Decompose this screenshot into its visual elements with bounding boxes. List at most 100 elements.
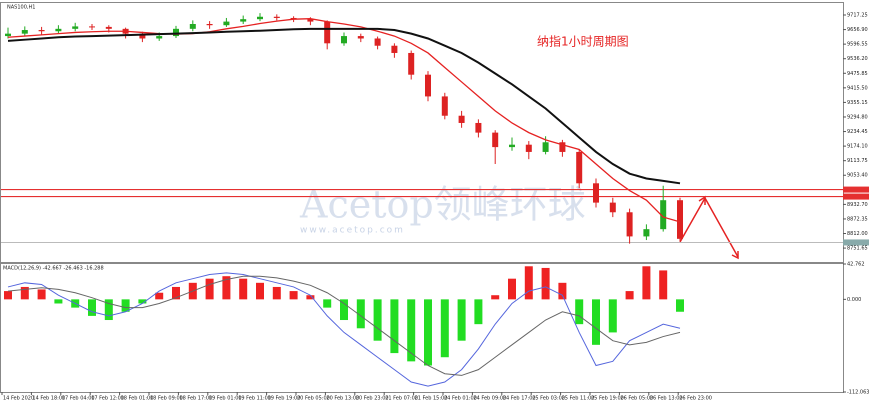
candle-body	[576, 151, 583, 184]
x-tick-label: 17 Feb 04:00	[62, 396, 95, 402]
level-marker	[843, 193, 869, 200]
macd-tick-label: -112.063	[847, 390, 869, 396]
last-price-marker	[843, 239, 869, 246]
candle-body	[189, 24, 196, 29]
x-tick-label: 21 Feb 07:00	[385, 396, 418, 402]
y-tick-label: 8932.70	[847, 202, 868, 208]
macd-bar	[37, 289, 46, 300]
candle-body	[5, 33, 11, 37]
macd-bar	[676, 299, 684, 312]
x-tick-label: 14 Feb 18:00	[32, 396, 65, 402]
macd-bar	[407, 299, 416, 362]
candle-body	[206, 24, 213, 26]
x-tick-label: 18 Feb 09:00	[150, 396, 183, 402]
candle-body	[55, 28, 62, 32]
macd-bar	[642, 266, 651, 300]
x-tick-label: 24 Feb 09:00	[473, 396, 506, 402]
macd-line	[7, 275, 681, 376]
candle-body	[609, 202, 616, 213]
candle-body	[509, 144, 515, 148]
candle-body	[223, 21, 230, 26]
candle-body	[593, 183, 599, 203]
macd-bar	[205, 278, 214, 300]
macd-bar	[390, 299, 399, 354]
y-tick-label: 9294.80	[847, 114, 868, 120]
candle-body	[441, 96, 448, 116]
macd-bar	[541, 267, 550, 300]
annotation: 纳指1小时周期图	[537, 34, 629, 49]
candle-body	[38, 30, 45, 32]
y-tick-label: 9174.10	[847, 144, 868, 150]
x-tick-label: 18 Feb 01:00	[121, 396, 154, 402]
y-tick-label: 8872.35	[847, 216, 868, 222]
macd-bar	[491, 295, 500, 300]
candle-body	[660, 200, 667, 230]
y-tick-label: 9053.40	[847, 173, 868, 179]
y-tick-label: 8751.65	[847, 246, 868, 252]
candle-body	[89, 26, 95, 28]
macd-bar	[558, 282, 567, 300]
macd-bar	[222, 276, 231, 300]
candle-body	[307, 19, 314, 22]
candle-body	[357, 36, 364, 39]
y-tick-label: 8812.00	[847, 231, 868, 237]
x-tick-label: 26 Feb 23:00	[679, 396, 712, 402]
y-tick-label: 9536.20	[847, 56, 868, 62]
y-tick-label: 9234.45	[847, 129, 868, 135]
macd-bar	[323, 299, 332, 308]
candle-body	[324, 21, 331, 44]
y-tick-label: 9596.55	[847, 42, 868, 48]
macd-bar	[440, 299, 449, 358]
candle-body	[139, 33, 146, 39]
x-tick-label: 20 Feb 23:00	[356, 396, 389, 402]
candle-body	[643, 229, 650, 237]
macd-line	[7, 272, 681, 387]
candle-body	[626, 212, 633, 237]
candle-body	[240, 19, 247, 22]
x-tick-label: 19 Feb 11:00	[238, 396, 271, 402]
candle-body	[458, 115, 465, 123]
x-tick-label: 21 Feb 15:00	[415, 396, 448, 402]
x-tick-label: 24 Feb 01:00	[444, 396, 477, 402]
macd-bar	[306, 295, 315, 300]
symbol-title: NAS100,H1	[7, 5, 35, 11]
watermark-url: www.acetop.com	[300, 226, 405, 236]
arrow-head	[731, 251, 739, 260]
x-tick-label: 18 Feb 17:00	[179, 396, 212, 402]
macd-bar	[356, 299, 365, 329]
candle-body	[425, 74, 431, 97]
x-tick-label: 26 Feb 13:00	[650, 396, 683, 402]
macd-bar	[54, 299, 63, 304]
macd-bar	[4, 291, 12, 300]
y-tick-label: 9475.85	[847, 71, 868, 77]
y-tick-label: 9656.90	[847, 27, 868, 33]
candle-body	[156, 36, 163, 39]
candle-body	[374, 38, 381, 46]
macd-bar	[659, 270, 668, 300]
macd-bar	[20, 286, 29, 300]
x-tick-label: 25 Feb 03:00	[532, 396, 565, 402]
macd-frame	[0, 263, 844, 393]
macd-bar	[272, 286, 281, 300]
macd-bar	[508, 278, 516, 300]
x-tick-label: 25 Feb 11:00	[562, 396, 595, 402]
macd-bar	[121, 299, 130, 312]
y-tick-label: 9355.15	[847, 100, 868, 106]
x-tick-label: 24 Feb 17:00	[503, 396, 536, 402]
forecast-path	[679, 196, 739, 258]
macd-bar	[457, 299, 466, 341]
candle-body	[475, 122, 482, 133]
x-tick-label: 19 Feb 19:00	[268, 396, 301, 402]
candle-body	[542, 142, 549, 152]
x-tick-label: 17 Feb 12:00	[91, 396, 124, 402]
level-marker	[843, 186, 869, 193]
candle-body	[72, 26, 79, 29]
candle-body	[492, 132, 499, 148]
macd-bar	[625, 291, 634, 300]
macd-bar	[289, 291, 298, 300]
candle-body	[173, 28, 179, 37]
candle-body	[391, 45, 398, 53]
price-frame	[0, 2, 844, 263]
y-tick-label: 9113.75	[847, 158, 868, 164]
x-tick-label: 14 Feb 2020	[3, 396, 34, 402]
